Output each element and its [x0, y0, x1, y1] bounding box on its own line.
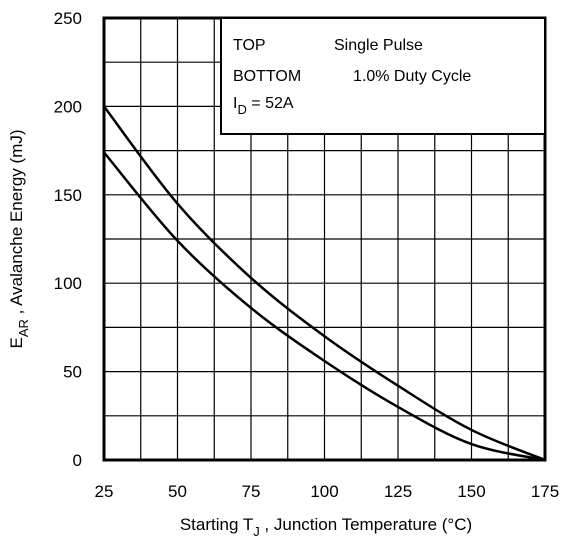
legend-top-value: Single Pulse: [334, 37, 423, 54]
x-tick-label: 125: [384, 482, 412, 501]
y-axis-title-suffix: , Avalanche Energy (mJ): [7, 129, 26, 319]
y-tick-label: 250: [54, 9, 82, 28]
x-tick-label: 175: [531, 482, 559, 501]
y-axis-title-subscript: AR: [16, 319, 31, 337]
legend-id-subscript: D: [237, 102, 246, 117]
y-tick-label: 50: [63, 363, 82, 382]
y-tick-label: 0: [73, 451, 82, 470]
y-tick-labels: 0 50 100 150 200 250: [54, 9, 82, 470]
legend-top-key: TOP: [233, 37, 266, 54]
x-axis-title-subscript: J: [253, 524, 260, 539]
legend-frame: [220, 17, 546, 135]
legend-id-prefix: I: [233, 95, 237, 112]
x-tick-labels: 25 50 75 100 125 150 175: [95, 482, 560, 501]
y-axis-title-prefix: E: [7, 337, 26, 348]
duty-cycle-series-line: [103, 151, 546, 462]
x-tick-label: 50: [168, 482, 187, 501]
x-tick-label: 75: [242, 482, 261, 501]
y-tick-label: 150: [54, 186, 82, 205]
series-lines: [103, 105, 546, 462]
legend-id-label: ID = 52A: [233, 95, 294, 117]
y-tick-label: 100: [54, 274, 82, 293]
x-axis-title-prefix: Starting T: [180, 515, 253, 534]
x-tick-label: 100: [310, 482, 338, 501]
y-axis-title: EAR , Avalanche Energy (mJ): [7, 129, 31, 348]
x-axis-title-suffix: , Junction Temperature (°C): [260, 515, 472, 534]
legend-id-suffix: = 52A: [247, 95, 294, 112]
legend-bottom-value: 1.0% Duty Cycle: [353, 68, 471, 85]
legend-bottom-key: BOTTOM: [233, 68, 301, 85]
legend-box: TOP Single Pulse BOTTOM 1.0% Duty Cycle …: [220, 17, 546, 135]
x-tick-label: 25: [95, 482, 114, 501]
single-pulse-series-line: [103, 105, 546, 462]
x-tick-label: 150: [457, 482, 485, 501]
y-tick-label: 200: [54, 97, 82, 116]
x-axis-title: Starting TJ , Junction Temperature (°C): [180, 515, 472, 539]
